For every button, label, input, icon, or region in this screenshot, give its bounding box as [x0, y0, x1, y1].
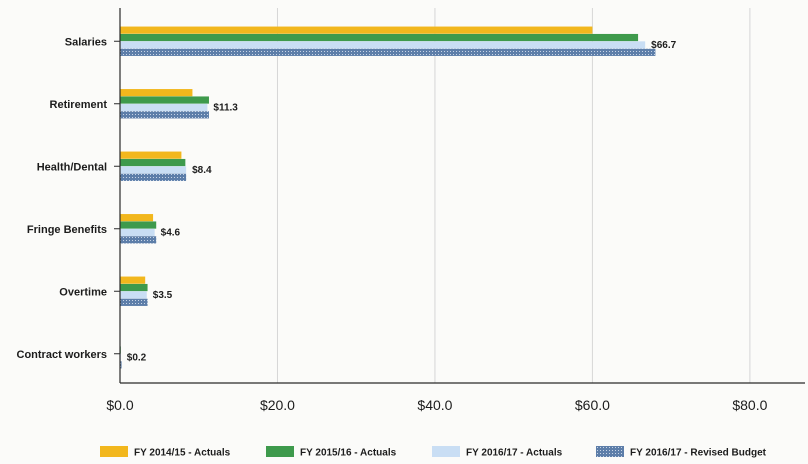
x-tick-label: $80.0	[732, 397, 767, 413]
bar	[120, 361, 122, 369]
x-tick-label: $0.0	[106, 397, 133, 413]
bar	[120, 298, 148, 306]
data-label: $0.2	[127, 352, 147, 363]
data-label: $4.6	[161, 227, 181, 238]
x-tick-labels: $0.0 $20.0 $40.0 $60.0 $80.0	[106, 397, 767, 413]
bar	[120, 33, 639, 42]
category-label: Retirement	[50, 99, 108, 111]
bar	[120, 283, 148, 292]
bar	[120, 89, 193, 97]
axes	[114, 8, 805, 384]
bar	[120, 173, 187, 181]
data-label: $8.4	[192, 165, 212, 176]
data-label: $11.3	[213, 102, 238, 113]
bar	[120, 111, 209, 119]
bar	[120, 228, 155, 237]
bar	[120, 166, 187, 174]
x-tick-label: $40.0	[417, 397, 452, 413]
bar	[120, 276, 146, 284]
data-labels: $66.7 $11.3 $8.4 $4.6 $3.5 $0.2	[127, 40, 677, 364]
bar	[120, 48, 656, 56]
gridlines	[276, 8, 751, 383]
legend-label: FY 2014/15 - Actuals	[134, 448, 231, 459]
bar	[120, 41, 646, 49]
bars	[120, 26, 656, 369]
x-tick-label: $60.0	[575, 397, 610, 413]
bar	[120, 26, 593, 34]
bar	[120, 158, 186, 167]
legend-swatch	[596, 446, 624, 457]
bar	[120, 221, 157, 229]
data-label: $3.5	[153, 290, 173, 301]
bar	[120, 151, 182, 159]
legend-swatch	[266, 446, 294, 457]
category-label: Contract workers	[17, 349, 107, 361]
legend-label: FY 2016/17 - Actuals	[466, 448, 563, 459]
legend-swatch	[100, 446, 128, 457]
bar	[120, 96, 209, 104]
legend-label: FY 2015/16 - Actuals	[300, 448, 397, 459]
category-label: Fringe Benefits	[27, 224, 107, 236]
legend-label: FY 2016/17 - Revised Budget	[630, 448, 767, 459]
data-label: $66.7	[651, 40, 676, 51]
category-labels: Salaries Retirement Health/Dental Fringe Be…	[17, 36, 108, 361]
bar	[120, 103, 208, 112]
bar	[120, 236, 157, 244]
bar	[120, 291, 147, 299]
category-label: Salaries	[65, 36, 107, 48]
category-label: Health/Dental	[37, 161, 107, 173]
bar	[120, 214, 154, 222]
legend-swatch	[432, 446, 460, 457]
x-tick-label: $20.0	[260, 397, 295, 413]
legend: FY 2014/15 - Actuals FY 2015/16 - Actuals…	[100, 446, 767, 459]
category-label: Overtime	[59, 286, 107, 298]
